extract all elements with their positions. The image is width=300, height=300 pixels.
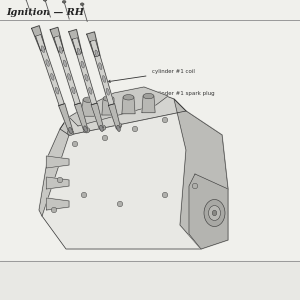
Ellipse shape bbox=[55, 87, 59, 94]
Ellipse shape bbox=[83, 128, 90, 133]
Ellipse shape bbox=[212, 210, 217, 216]
Ellipse shape bbox=[67, 130, 74, 135]
Ellipse shape bbox=[100, 125, 103, 131]
Ellipse shape bbox=[85, 74, 88, 81]
Ellipse shape bbox=[95, 50, 98, 57]
Polygon shape bbox=[46, 177, 69, 189]
Ellipse shape bbox=[106, 88, 109, 95]
Polygon shape bbox=[50, 27, 64, 52]
Ellipse shape bbox=[102, 135, 108, 141]
Ellipse shape bbox=[162, 192, 168, 198]
Ellipse shape bbox=[208, 206, 220, 220]
Bar bbox=[0, 261, 300, 300]
Ellipse shape bbox=[62, 1, 66, 3]
Polygon shape bbox=[82, 100, 95, 116]
Polygon shape bbox=[42, 111, 228, 249]
Polygon shape bbox=[102, 98, 115, 115]
Polygon shape bbox=[54, 36, 80, 105]
Ellipse shape bbox=[69, 128, 72, 134]
Ellipse shape bbox=[51, 207, 57, 213]
Text: cylinder #1 coil: cylinder #1 coil bbox=[108, 70, 194, 83]
Ellipse shape bbox=[123, 94, 134, 100]
Ellipse shape bbox=[51, 74, 54, 80]
Ellipse shape bbox=[162, 117, 168, 123]
Text: Ignition — RH: Ignition — RH bbox=[6, 8, 84, 17]
Polygon shape bbox=[174, 99, 228, 249]
Ellipse shape bbox=[84, 126, 87, 132]
Ellipse shape bbox=[103, 96, 114, 101]
Ellipse shape bbox=[72, 141, 78, 147]
Ellipse shape bbox=[192, 183, 198, 189]
Polygon shape bbox=[74, 103, 88, 130]
Polygon shape bbox=[60, 90, 186, 135]
Polygon shape bbox=[46, 156, 69, 168]
Polygon shape bbox=[32, 26, 46, 51]
Ellipse shape bbox=[59, 46, 62, 53]
Ellipse shape bbox=[117, 125, 120, 131]
Polygon shape bbox=[91, 103, 104, 129]
Ellipse shape bbox=[57, 177, 63, 183]
Polygon shape bbox=[39, 120, 69, 216]
Ellipse shape bbox=[41, 46, 45, 52]
Ellipse shape bbox=[102, 76, 106, 82]
Polygon shape bbox=[69, 87, 168, 126]
Polygon shape bbox=[142, 96, 155, 112]
Ellipse shape bbox=[89, 88, 92, 94]
Ellipse shape bbox=[46, 60, 49, 66]
Ellipse shape bbox=[132, 126, 138, 132]
Ellipse shape bbox=[204, 200, 225, 226]
Ellipse shape bbox=[117, 201, 123, 207]
Polygon shape bbox=[189, 174, 228, 249]
Ellipse shape bbox=[115, 123, 122, 128]
Ellipse shape bbox=[72, 87, 75, 94]
Polygon shape bbox=[122, 97, 135, 114]
Polygon shape bbox=[108, 103, 121, 129]
Polygon shape bbox=[87, 32, 100, 57]
Ellipse shape bbox=[143, 93, 154, 99]
Polygon shape bbox=[59, 103, 73, 131]
Ellipse shape bbox=[80, 3, 84, 6]
Ellipse shape bbox=[63, 60, 67, 67]
Polygon shape bbox=[46, 198, 69, 210]
Ellipse shape bbox=[81, 61, 84, 68]
Ellipse shape bbox=[99, 125, 106, 130]
Polygon shape bbox=[90, 40, 114, 105]
Ellipse shape bbox=[77, 48, 80, 55]
Polygon shape bbox=[36, 34, 64, 106]
Ellipse shape bbox=[81, 192, 87, 198]
Polygon shape bbox=[72, 38, 97, 105]
Ellipse shape bbox=[99, 63, 102, 70]
Ellipse shape bbox=[83, 97, 94, 102]
Polygon shape bbox=[69, 29, 82, 54]
Text: cylinder #1 spark plug: cylinder #1 spark plug bbox=[112, 91, 214, 106]
Ellipse shape bbox=[68, 74, 71, 80]
Ellipse shape bbox=[43, 0, 47, 1]
